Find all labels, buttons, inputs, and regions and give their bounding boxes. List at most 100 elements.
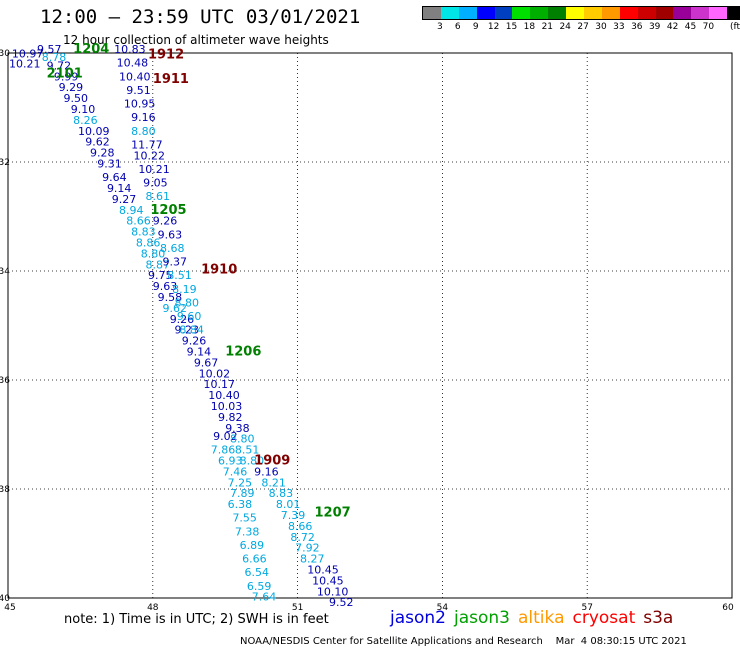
wave-height-value: 8.51 (235, 444, 260, 457)
wave-height-value: 10.21 (138, 163, 170, 176)
wave-height-value: 9.26 (182, 335, 207, 348)
credit-line: NOAA/NESDIS Center for Satellite Applica… (240, 636, 687, 647)
wave-height-value: 7.46 (223, 465, 248, 478)
wave-height-value: 8.01 (276, 498, 301, 511)
latitude-tick-label: -40 (0, 594, 10, 604)
map-frame (7, 52, 733, 599)
wave-height-value: 10.40 (119, 70, 151, 83)
wave-height-value: 8.94 (119, 204, 144, 217)
wave-height-value: 9.26 (170, 313, 195, 326)
color-swatch (458, 7, 477, 19)
pass-labels: 1204 1912 2101 1911 1205 1910 1206 1909 1207 (47, 42, 351, 520)
color-swatch (548, 7, 567, 19)
color-swatch (637, 7, 656, 19)
color-swatch (601, 7, 620, 19)
wave-height-value: 8.51 (167, 269, 192, 282)
longitude-tick-label: 51 (292, 603, 303, 613)
wave-height-value: 10.48 (117, 57, 149, 70)
color-scale-label: 6 (454, 22, 461, 32)
wave-height-value: 9.26 (153, 215, 178, 228)
wave-height-value: 8.84 (179, 324, 204, 337)
wave-height-value: 10.45 (307, 563, 339, 576)
wave-height-value: 9.64 (102, 171, 127, 184)
wave-height-value: 10.02 (199, 367, 231, 380)
latitude-tick-label: -34 (0, 267, 10, 277)
wave-height-value: 9.31 (97, 157, 122, 170)
latitude-tick-label: -32 (0, 158, 10, 168)
wave-height-value: 9.99 (54, 70, 79, 83)
latitude-tick-label: -30 (0, 49, 10, 59)
pass-number-label: 1205 (150, 203, 186, 218)
color-swatch (494, 7, 513, 19)
color-scale-label: 70 (702, 22, 715, 32)
wave-height-value: 8.80 (240, 454, 265, 467)
longitude-tick-label: 48 (147, 603, 159, 613)
wave-height-value: 9.10 (71, 103, 96, 116)
color-scale-label: 24 (559, 22, 571, 32)
wave-height-value: 9.38 (225, 422, 250, 435)
wave-height-value: 8.72 (290, 531, 315, 544)
wave-height-value: 8.86 (136, 236, 161, 249)
satellite-legend-jason2: jason2 (390, 608, 446, 628)
satellite-legend-cryosat: cryosat (572, 608, 636, 628)
wave-height-value: 9.51 (126, 84, 150, 97)
longitude-tick-label: 54 (437, 603, 449, 613)
color-scale-label: 12 (487, 22, 500, 32)
color-scale-label: 21 (541, 22, 554, 32)
map-grid (8, 53, 732, 598)
wave-height-value: 6.59 (247, 580, 271, 593)
pass-number-label: 1204 (73, 42, 109, 57)
wave-height-value: 10.17 (203, 378, 235, 391)
color-scale-label: 39 (648, 22, 661, 32)
wave-height-value: 8.83 (131, 226, 156, 239)
wave-height-value: 9.37 (162, 256, 187, 269)
longitude-tick-label: 57 (581, 603, 592, 613)
color-swatch (584, 7, 602, 19)
wave-height-value: 9.82 (218, 411, 243, 424)
color-scale-label: 30 (595, 22, 607, 32)
wave-height-value: 9.63 (153, 280, 178, 293)
color-swatch (727, 7, 740, 19)
pass-number-label: 1912 (148, 47, 184, 62)
wave-height-value: 9.52 (329, 596, 354, 609)
color-scale-label: 9 (472, 22, 479, 32)
wave-height-value: 9.05 (143, 177, 168, 190)
wave-height-value: 7.89 (230, 487, 255, 500)
wave-height-value: 8.80 (131, 125, 156, 138)
color-scale-unit: (ft) (730, 22, 740, 32)
color-swatch (423, 7, 441, 19)
color-scale-label: 27 (577, 22, 589, 32)
wave-height-value: 8.80 (141, 247, 166, 260)
wave-height-value: 9.16 (131, 111, 156, 124)
color-swatch (476, 7, 495, 19)
wave-height-value: 8.61 (146, 190, 171, 203)
page-subtitle: 12 hour collection of altimeter wave hei… (63, 33, 329, 47)
color-swatch (655, 7, 674, 19)
wave-height-value: 7.64 (252, 591, 277, 604)
color-scale-swatches (422, 6, 740, 20)
wave-height-value: 6.54 (245, 566, 269, 579)
wave-height-value: 8.26 (73, 114, 98, 127)
wave-height-value: 9.16 (254, 465, 279, 478)
wave-height-value: 8.87 (146, 258, 171, 271)
color-swatch (566, 7, 585, 19)
color-swatch (440, 7, 459, 19)
wave-height-value: 10.21 (9, 58, 41, 71)
wave-height-value: 9.62 (85, 136, 110, 149)
latitude-tick-label: -38 (0, 485, 10, 495)
wave-height-value: 7.55 (232, 512, 257, 525)
wave-height-value: 6.89 (240, 539, 265, 552)
wave-height-value: 9.28 (90, 147, 115, 160)
pass-number-label: 2101 (47, 67, 83, 82)
wave-height-value: 8.80 (230, 433, 255, 446)
wave-height-value: 9.50 (64, 92, 89, 105)
color-scale-label: 33 (613, 22, 625, 32)
pass-number-label: 1207 (314, 505, 350, 520)
color-swatch (512, 7, 531, 19)
wave-height-value: 7.86 (211, 444, 236, 457)
pass-number-label: 1206 (225, 344, 261, 359)
wave-height-value: 8.80 (175, 296, 200, 309)
wave-height-value: 10.45 (312, 574, 344, 587)
